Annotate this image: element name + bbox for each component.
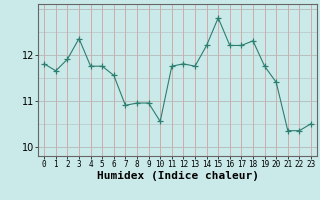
X-axis label: Humidex (Indice chaleur): Humidex (Indice chaleur): [97, 171, 259, 181]
